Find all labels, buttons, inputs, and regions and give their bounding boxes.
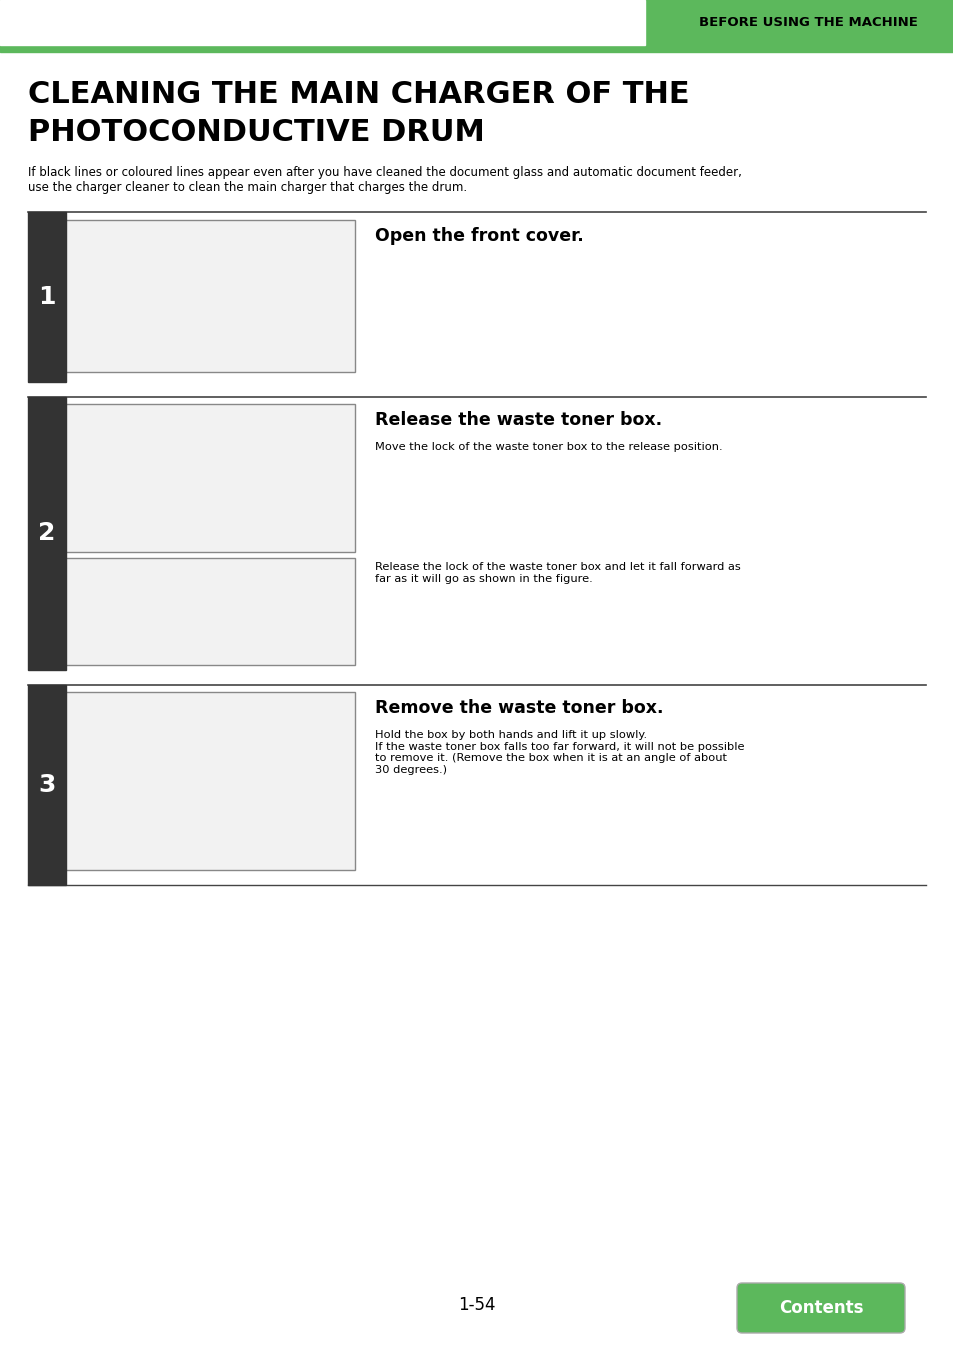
Text: 2: 2 — [38, 521, 55, 546]
Bar — [0, 45, 953, 51]
Text: Remove the waste toner box.: Remove the waste toner box. — [375, 698, 662, 717]
Bar — [57, 220, 355, 372]
FancyBboxPatch shape — [737, 1283, 904, 1333]
Bar — [28, 397, 66, 670]
Text: Hold the box by both hands and lift it up slowly.
If the waste toner box falls t: Hold the box by both hands and lift it u… — [375, 730, 743, 775]
Text: Open the front cover.: Open the front cover. — [375, 227, 583, 245]
Text: CLEANING THE MAIN CHARGER OF THE: CLEANING THE MAIN CHARGER OF THE — [28, 80, 689, 109]
Bar — [0, 0, 953, 45]
Bar — [57, 692, 355, 870]
Text: Release the waste toner box.: Release the waste toner box. — [375, 411, 661, 430]
Bar — [57, 404, 355, 553]
Bar — [0, 0, 644, 45]
Text: Contents: Contents — [778, 1300, 862, 1317]
Text: BEFORE USING THE MACHINE: BEFORE USING THE MACHINE — [699, 15, 917, 28]
Text: Move the lock of the waste toner box to the release position.: Move the lock of the waste toner box to … — [375, 442, 721, 453]
Text: Release the lock of the waste toner box and let it fall forward as
far as it wil: Release the lock of the waste toner box … — [375, 562, 740, 584]
Text: 1-54: 1-54 — [457, 1296, 496, 1315]
Text: 3: 3 — [38, 773, 55, 797]
Bar — [28, 685, 66, 885]
Bar — [57, 558, 355, 665]
Text: PHOTOCONDUCTIVE DRUM: PHOTOCONDUCTIVE DRUM — [28, 118, 484, 147]
Text: 1: 1 — [38, 285, 55, 309]
Text: If black lines or coloured lines appear even after you have cleaned the document: If black lines or coloured lines appear … — [28, 166, 741, 195]
Bar — [28, 212, 66, 382]
